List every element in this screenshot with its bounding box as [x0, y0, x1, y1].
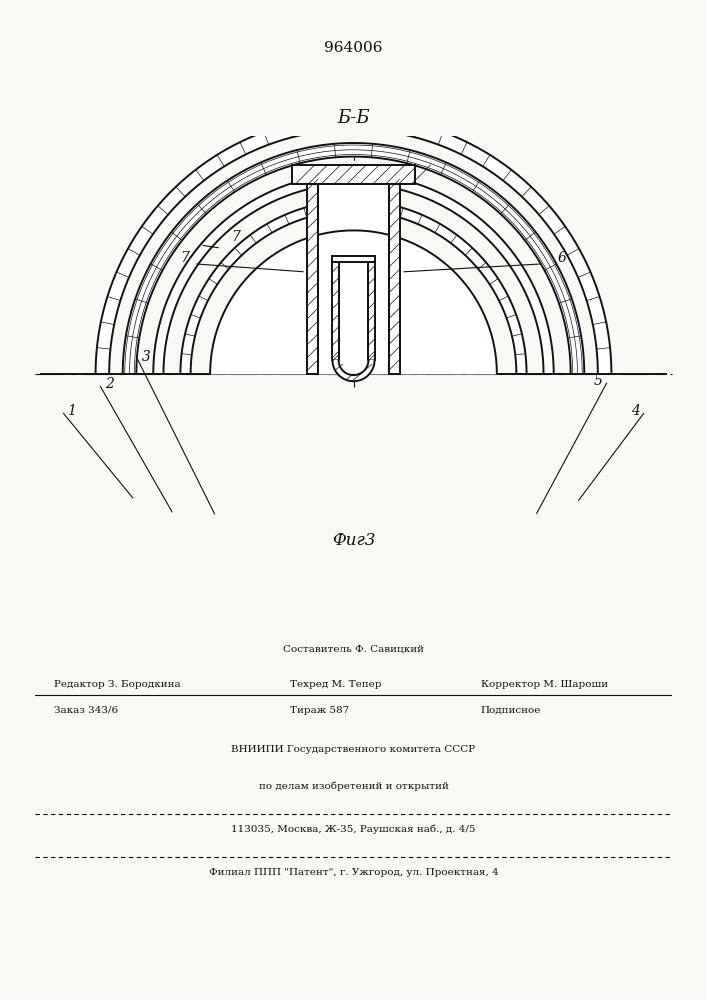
- Polygon shape: [210, 230, 497, 374]
- Polygon shape: [368, 262, 375, 360]
- Text: 5: 5: [593, 374, 602, 388]
- Text: Тираж 587: Тираж 587: [290, 706, 349, 715]
- Polygon shape: [332, 360, 375, 381]
- Text: 7: 7: [231, 230, 240, 244]
- Polygon shape: [332, 262, 339, 360]
- Text: Филиал ППП "Патент", г. Ужгород, ул. Проектная, 4: Филиал ППП "Патент", г. Ужгород, ул. Про…: [209, 868, 498, 877]
- Polygon shape: [339, 262, 368, 360]
- Text: Заказ 343/6: Заказ 343/6: [54, 706, 119, 715]
- Text: Редактор З. Бородкина: Редактор З. Бородкина: [54, 680, 181, 689]
- Polygon shape: [389, 184, 399, 374]
- Text: Составитель Ф. Савицкий: Составитель Ф. Савицкий: [283, 644, 424, 653]
- Text: 2: 2: [105, 377, 114, 391]
- Text: 964006: 964006: [325, 41, 382, 55]
- Text: 113035, Москва, Ж-35, Раушская наб., д. 4/5: 113035, Москва, Ж-35, Раушская наб., д. …: [231, 824, 476, 834]
- Text: 6: 6: [557, 251, 566, 265]
- Text: Б-Б: Б-Б: [337, 109, 370, 127]
- Text: 1: 1: [67, 404, 76, 418]
- Polygon shape: [308, 184, 318, 374]
- Polygon shape: [332, 256, 375, 262]
- Text: ВНИИПИ Государственного комитета СССР: ВНИИПИ Государственного комитета СССР: [231, 745, 476, 754]
- Text: 3: 3: [142, 350, 151, 364]
- Text: Фиг3: Фиг3: [332, 532, 375, 549]
- Text: 7: 7: [180, 251, 189, 265]
- Polygon shape: [123, 143, 584, 374]
- Polygon shape: [180, 201, 527, 374]
- Text: Техред М. Тепер: Техред М. Тепер: [290, 680, 381, 689]
- Text: Корректор М. Шароши: Корректор М. Шароши: [481, 680, 608, 689]
- Polygon shape: [95, 116, 612, 374]
- Polygon shape: [293, 165, 414, 184]
- Text: по делам изобретений и открытий: по делам изобретений и открытий: [259, 781, 448, 791]
- Polygon shape: [153, 174, 554, 374]
- Text: 4: 4: [631, 404, 640, 418]
- Text: Подписное: Подписное: [481, 706, 541, 715]
- Polygon shape: [318, 184, 389, 374]
